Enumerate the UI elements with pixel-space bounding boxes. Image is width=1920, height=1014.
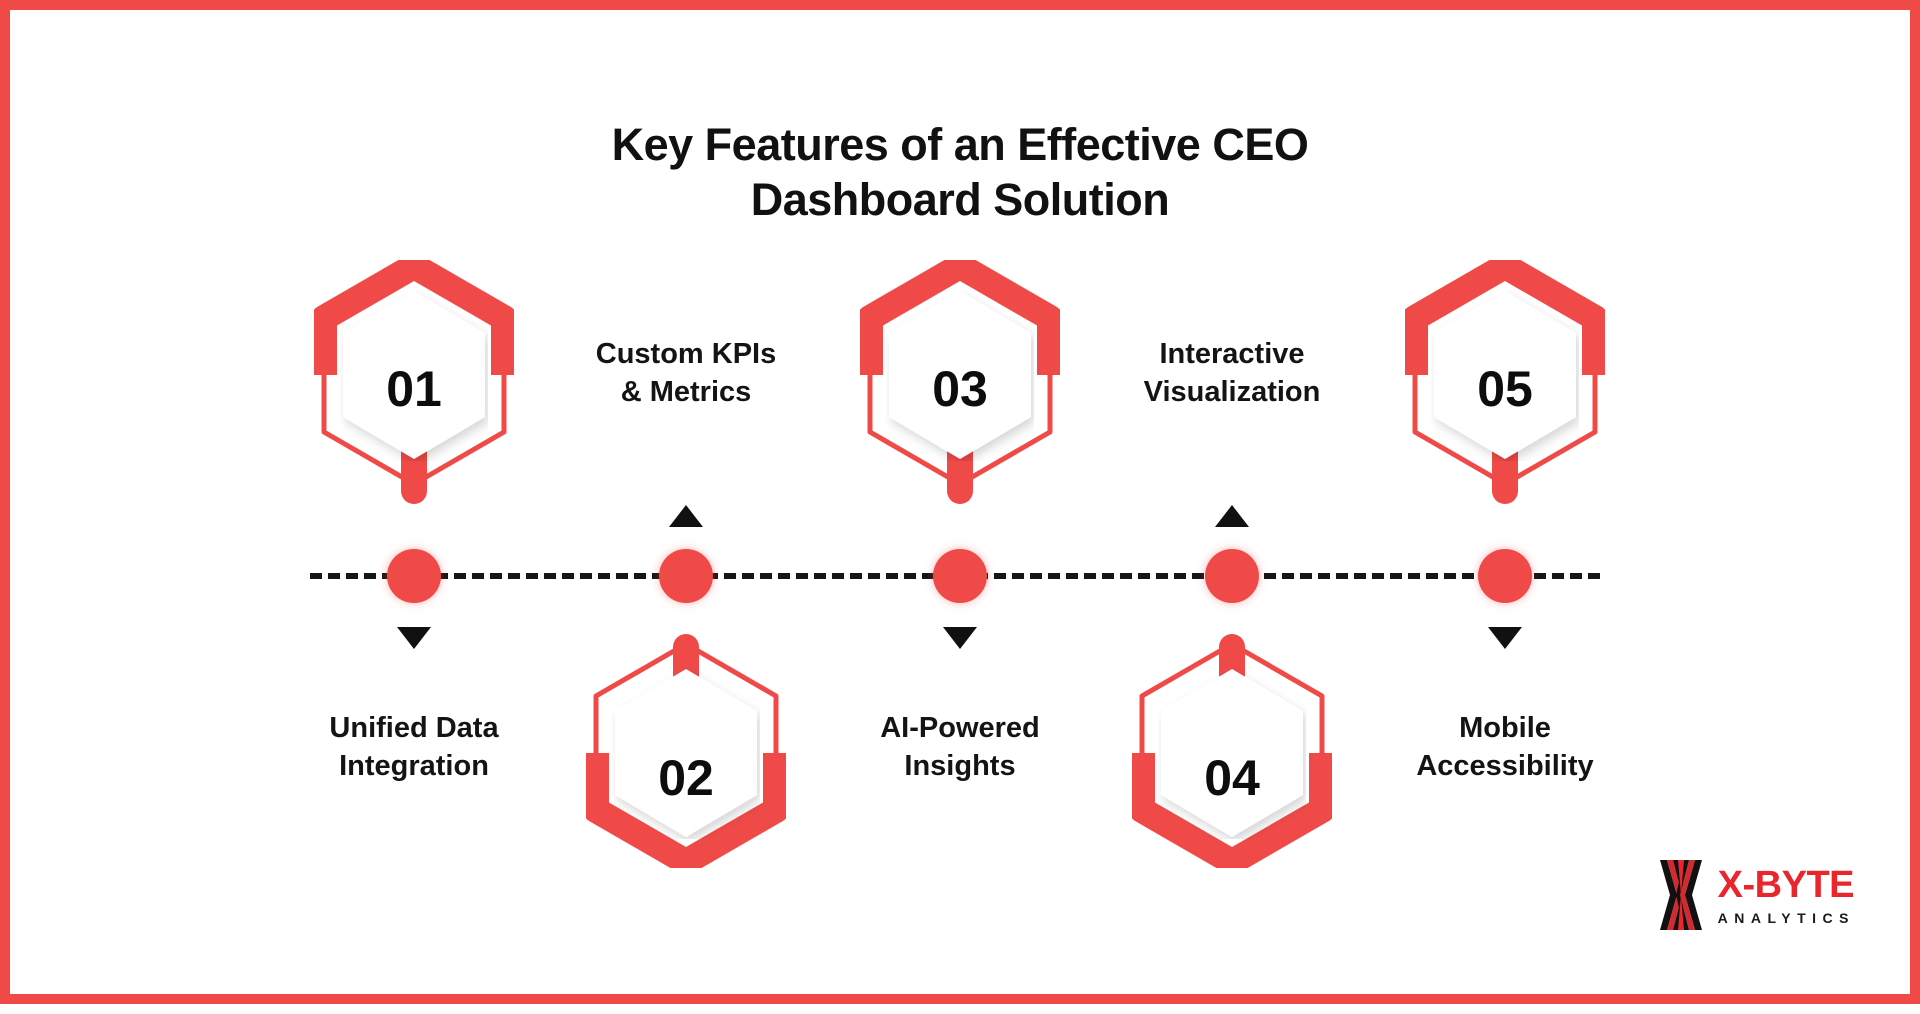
hexagon-number-05: 05: [1477, 361, 1533, 417]
step-label-05: Mobile Accessibility: [1416, 712, 1594, 782]
hexagon-inner-plate-02: [612, 667, 760, 839]
timeline-step-03[interactable]: 03 AI-Powered Insights: [810, 10, 1110, 1014]
logo-name: X-BYTE: [1717, 863, 1855, 906]
timeline-step-04[interactable]: 04 Interactive Visualization: [1082, 10, 1382, 1014]
page-title: Key Features of an Effective CEO Dashboa…: [611, 119, 1309, 226]
up-triangle-icon-02: [669, 505, 703, 527]
step-label-04: Interactive Visualization: [1143, 338, 1321, 408]
hexagon-badge-03[interactable]: 03: [860, 260, 1060, 504]
logo-subtitle: ANALYTICS: [1717, 909, 1855, 926]
hexagon-number-01: 01: [386, 361, 442, 417]
timeline-node-05[interactable]: [1478, 549, 1532, 603]
logo-text-block: X-BYTE ANALYTICS: [1718, 866, 1855, 925]
brand-logo[interactable]: X-BYTE ANALYTICS: [1658, 858, 1855, 932]
hexagon-badge-04[interactable]: 04: [1132, 634, 1332, 878]
up-triangle-icon-04: [1215, 505, 1249, 527]
timeline-node-04[interactable]: [1205, 549, 1259, 603]
hexagon-badge-02[interactable]: 02: [586, 634, 786, 878]
hexagon-number-02: 02: [658, 750, 714, 806]
hexagon-badge-05[interactable]: 05: [1405, 260, 1605, 504]
timeline-node-02[interactable]: [659, 549, 713, 603]
step-label-01: Unified Data Integration: [329, 712, 499, 782]
hexagon-number-04: 04: [1204, 750, 1260, 806]
timeline-node-01[interactable]: [387, 549, 441, 603]
hexagon-inner-plate-01: [340, 289, 488, 461]
hexagon-outer-ring-02: [586, 638, 786, 868]
step-label-02: Custom KPIs & Metrics: [595, 338, 777, 408]
hexagon-outer-ring-01: [314, 260, 514, 490]
timeline-node-03[interactable]: [933, 549, 987, 603]
timeline-step-05[interactable]: 05 Mobile Accessibility: [1355, 10, 1655, 1014]
x-byte-hourglass-icon: [1658, 858, 1704, 932]
hexagon-outer-ring-05: [1405, 260, 1605, 490]
timeline-step-01[interactable]: 01 Unified Data Integration: [264, 10, 564, 1014]
down-triangle-icon-03: [943, 627, 977, 649]
hexagon-inner-plate-04: [1158, 667, 1306, 839]
hexagon-inner-plate-03: [886, 289, 1034, 461]
down-triangle-icon-01: [397, 627, 431, 649]
hexagon-outer-ring-04: [1132, 638, 1332, 868]
down-triangle-icon-05: [1488, 627, 1522, 649]
hexagon-outer-ring-03: [860, 260, 1060, 490]
hexagon-inner-plate-05: [1431, 289, 1579, 461]
hexagon-number-03: 03: [932, 361, 988, 417]
timeline-step-02[interactable]: 02 Custom KPIs & Metrics: [536, 10, 836, 1014]
hexagon-badge-01[interactable]: 01: [314, 260, 514, 504]
step-label-03: AI-Powered Insights: [880, 712, 1040, 782]
